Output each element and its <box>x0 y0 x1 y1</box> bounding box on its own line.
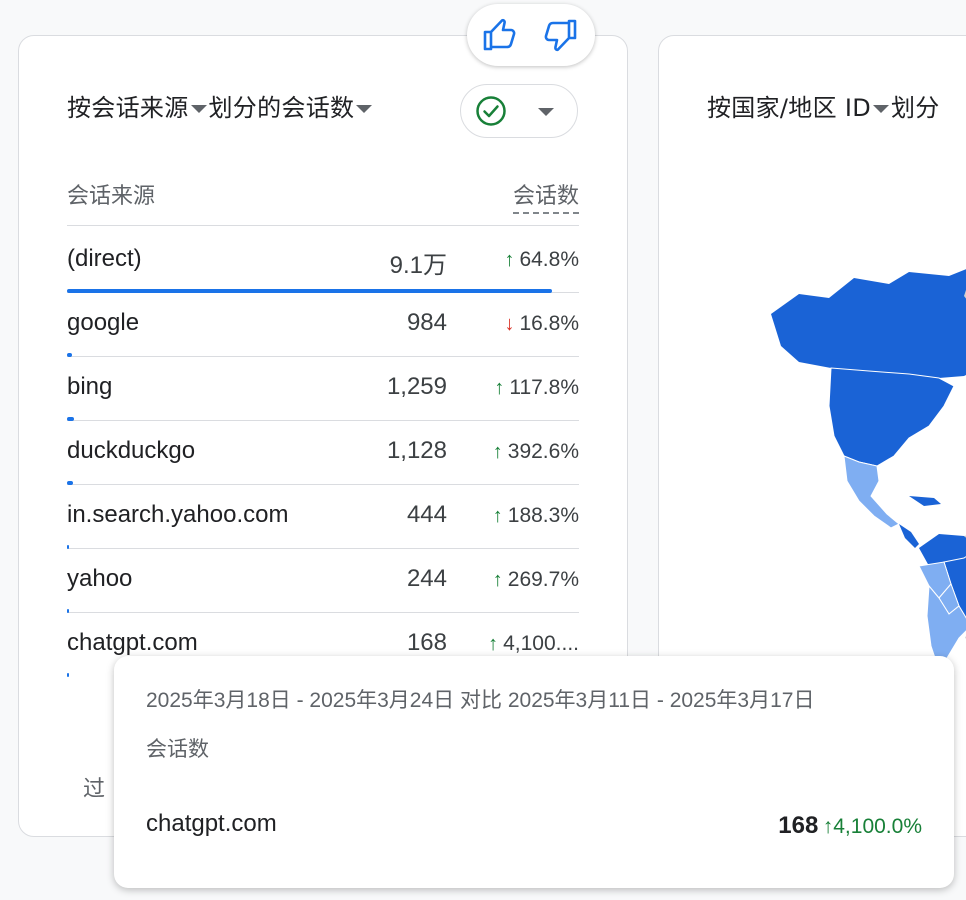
header-divider <box>67 225 579 226</box>
tooltip-change-value: 4,100.0% <box>833 815 922 838</box>
row-sessions-value: 9.1万 <box>389 252 447 279</box>
arrow-up-icon: ↑ <box>492 441 503 463</box>
share-bar <box>67 545 69 549</box>
arrow-down-icon: ↓ <box>504 313 515 335</box>
row-change: ↓ 16.8% <box>502 312 579 336</box>
row-source: chatgpt.com <box>67 629 198 656</box>
dimension-label[interactable]: 按会话来源 <box>67 94 189 122</box>
row-change: ↑ 269.7% <box>491 568 579 592</box>
data-point-tooltip: 2025年3月18日 - 2025年3月24日 对比 2025年3月11日 - … <box>114 656 954 888</box>
column-header-sessions[interactable]: 会话数 <box>512 178 579 214</box>
table-row[interactable]: chatgpt.com 168 ↑ 4,100.... <box>67 613 579 677</box>
share-bar <box>67 289 552 293</box>
share-bar-track <box>67 353 552 357</box>
row-change-value: 117.8% <box>509 376 579 399</box>
comparison-filter-chip[interactable] <box>460 84 578 138</box>
row-change: ↑ 117.8% <box>492 376 579 400</box>
share-bar <box>67 481 73 485</box>
map-region-canada <box>771 269 966 378</box>
column-header-source: 会话来源 <box>67 184 156 209</box>
row-change: ↑ 4,100.... <box>486 632 579 656</box>
thumb-up-icon[interactable] <box>481 17 517 53</box>
dimension-label[interactable]: 按国家/地区 ID <box>707 94 871 122</box>
row-change-value: 64.8% <box>519 248 579 271</box>
dimension-dropdown-icon[interactable] <box>872 105 889 113</box>
arrow-up-icon: ↑ <box>504 249 515 271</box>
row-source: google <box>67 309 140 336</box>
card-title: 按国家/地区 ID 划分 <box>707 88 940 123</box>
row-divider <box>67 612 579 613</box>
check-circle-icon <box>476 96 506 126</box>
row-divider <box>67 484 579 485</box>
row-sessions-value: 984 <box>406 309 447 336</box>
tooltip-source-label: chatgpt.com <box>146 810 277 837</box>
table-row[interactable]: duckduckgo 1,128 ↑ 392.6% <box>67 421 579 485</box>
row-sessions-value: 1,259 <box>386 373 447 400</box>
row-source: duckduckgo <box>67 437 196 464</box>
dimension-dropdown-icon[interactable] <box>190 105 207 113</box>
map-region-argentina-chile <box>926 584 966 665</box>
metric-label[interactable]: 划分的会话数 <box>208 94 355 122</box>
row-source: yahoo <box>67 565 133 592</box>
tooltip-date-range: 2025年3月18日 - 2025年3月24日 对比 2025年3月11日 - … <box>146 689 815 712</box>
chevron-down-icon[interactable] <box>538 108 554 116</box>
table-row[interactable]: in.search.yahoo.com 444 ↑ 188.3% <box>67 485 579 549</box>
row-sessions-value: 1,128 <box>386 437 447 464</box>
tooltip-value: 168 <box>778 812 819 839</box>
table-row[interactable]: google 984 ↓ 16.8% <box>67 293 579 357</box>
row-change-value: 16.8% <box>519 312 579 335</box>
row-divider <box>67 420 579 421</box>
row-change: ↑ 64.8% <box>502 248 579 272</box>
row-change: ↑ 392.6% <box>491 440 579 464</box>
arrow-up-icon: ↑ <box>488 633 499 655</box>
share-bar <box>67 673 69 677</box>
table-row[interactable]: yahoo 244 ↑ 269.7% <box>67 549 579 613</box>
tooltip-change: ↑4,100.0% <box>823 815 922 838</box>
metric-label: 划分 <box>890 94 940 122</box>
row-divider <box>67 356 579 357</box>
share-bar-track <box>67 481 552 485</box>
map-region-colombia-venezuela <box>919 534 966 566</box>
row-source: (direct) <box>67 245 142 272</box>
tooltip-values: 168 ↑4,100.0% <box>778 812 922 840</box>
map-region-mexico <box>843 455 900 529</box>
share-bar-track <box>67 545 552 549</box>
share-bar <box>67 609 69 613</box>
card-title: 按会话来源 划分的会话数 <box>67 88 374 123</box>
row-divider <box>67 548 579 549</box>
map-region-usa <box>828 367 955 467</box>
arrow-up-icon: ↑ <box>822 815 834 838</box>
table-row[interactable]: (direct) 9.1万 ↑ 64.8% <box>67 229 579 293</box>
map-region-central-america <box>899 524 919 548</box>
metric-dropdown-icon[interactable] <box>356 105 373 113</box>
arrow-up-icon: ↑ <box>492 505 503 527</box>
row-change-value: 392.6% <box>507 440 579 463</box>
row-sessions-value: 444 <box>406 501 447 528</box>
row-change-value: 4,100.... <box>503 632 579 655</box>
row-sessions-value: 168 <box>406 629 447 656</box>
row-change-value: 188.3% <box>507 504 579 527</box>
share-bar-track <box>67 673 552 677</box>
share-bar <box>67 417 74 421</box>
view-more-link[interactable]: 过 <box>83 776 106 801</box>
share-bar-track <box>67 289 552 293</box>
feedback-bubble <box>467 4 595 66</box>
table-row[interactable]: bing 1,259 ↑ 117.8% <box>67 357 579 421</box>
arrow-up-icon: ↑ <box>492 569 503 591</box>
row-source: in.search.yahoo.com <box>67 501 289 528</box>
thumb-down-icon[interactable] <box>543 17 579 53</box>
share-bar <box>67 353 72 357</box>
arrow-up-icon: ↑ <box>494 377 505 399</box>
tooltip-metric-label: 会话数 <box>146 738 209 761</box>
row-source: bing <box>67 373 113 400</box>
row-change-value: 269.7% <box>507 568 579 591</box>
share-bar-track <box>67 609 552 613</box>
row-change: ↑ 188.3% <box>491 504 579 528</box>
map-region-caribbean <box>909 496 941 506</box>
world-map[interactable] <box>759 266 966 666</box>
share-bar-track <box>67 417 552 421</box>
row-sessions-value: 244 <box>406 565 447 592</box>
